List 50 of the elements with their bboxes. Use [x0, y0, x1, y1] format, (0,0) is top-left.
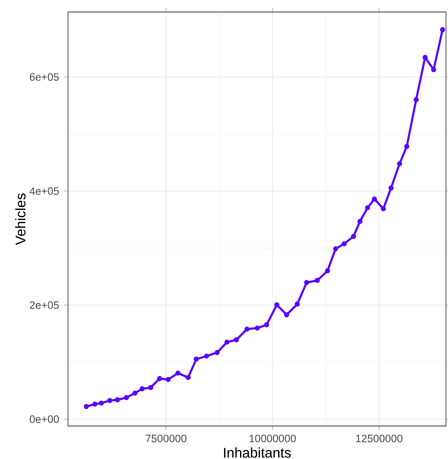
y-tick-label: 4e+05: [30, 187, 59, 195]
point: [274, 302, 280, 308]
point: [357, 218, 362, 224]
point: [114, 397, 120, 402]
point: [148, 385, 154, 390]
y-tick-label: 2e+05: [30, 301, 59, 309]
point: [157, 376, 162, 382]
point: [294, 302, 300, 307]
point: [404, 144, 410, 149]
point: [350, 234, 356, 239]
point: [84, 404, 89, 410]
point: [422, 54, 428, 60]
point: [254, 326, 260, 331]
point: [365, 205, 370, 210]
y-tick-label: 6e+05: [30, 73, 59, 81]
point: [440, 27, 446, 32]
point: [132, 390, 138, 396]
point: [264, 322, 270, 328]
point: [304, 280, 310, 286]
point: [414, 97, 419, 102]
point: [244, 326, 250, 332]
point: [204, 354, 210, 359]
point: [186, 374, 191, 380]
point: [98, 400, 104, 406]
point: [194, 356, 199, 362]
point: [107, 398, 112, 404]
y-axis-title: Vehicles: [15, 193, 26, 246]
point: [372, 196, 377, 202]
point: [397, 161, 402, 166]
x-tick-label: 7500000: [146, 434, 186, 442]
point: [284, 312, 290, 318]
point: [92, 402, 98, 407]
x-axis-title: Inhabitants: [224, 447, 291, 458]
point: [175, 370, 180, 376]
point: [333, 246, 338, 252]
point: [342, 241, 347, 246]
point: [124, 395, 129, 400]
point: [140, 386, 145, 392]
point: [324, 268, 330, 274]
x-tick-label: 10000000: [250, 434, 296, 442]
point: [380, 206, 386, 212]
point: [314, 278, 320, 283]
point: [224, 340, 230, 345]
point: [234, 337, 239, 342]
point: [431, 67, 436, 72]
point: [388, 185, 394, 191]
point: [166, 376, 171, 382]
x-tick-label: 12500000: [356, 434, 402, 442]
point: [214, 350, 220, 356]
y-tick-label: 0e+00: [30, 415, 59, 423]
